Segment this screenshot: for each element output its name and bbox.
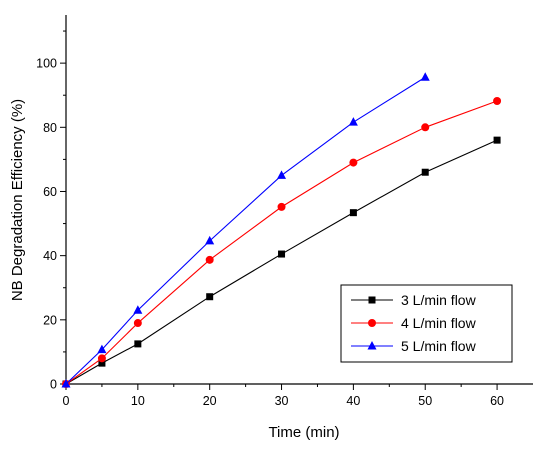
data-point — [97, 354, 106, 363]
data-point — [61, 379, 71, 388]
legend-entry: 4 L/min flow — [351, 315, 477, 331]
axes: 0 10 20 30 40 50 60 0 20 40 60 80 100 — [36, 15, 533, 408]
data-point — [133, 305, 143, 314]
data-point — [349, 209, 357, 217]
legend-entry: 5 L/min flow — [351, 338, 477, 354]
data-point — [98, 359, 106, 367]
series-layer — [61, 72, 502, 388]
data-point — [205, 235, 215, 245]
legend-entry: 3 L/min flow — [351, 292, 477, 308]
data-point — [348, 117, 358, 126]
x-tick-label: 0 — [63, 394, 70, 408]
data-point — [421, 123, 430, 132]
data-point — [205, 255, 214, 264]
data-point — [493, 96, 502, 105]
data-point — [493, 136, 501, 144]
data-point — [133, 319, 142, 328]
legend-label: 5 L/min flow — [401, 338, 477, 354]
x-tick-label: 20 — [203, 394, 217, 408]
x-tick-label: 10 — [131, 394, 145, 408]
data-point — [349, 158, 358, 167]
x-tick-label: 30 — [275, 394, 289, 408]
data-point — [420, 72, 430, 81]
legend-marker — [367, 341, 377, 350]
data-point — [277, 202, 286, 211]
y-tick-label: 100 — [36, 57, 57, 71]
y-axis-title: NB Degradation Efficiency (%) — [9, 99, 26, 301]
y-tick-label: 20 — [43, 313, 57, 327]
legend-label: 3 L/min flow — [401, 292, 477, 308]
series-3 — [61, 72, 430, 388]
legend-marker — [368, 319, 376, 327]
legend: 3 L/min flow 4 L/min flow 5 L/min flow — [340, 284, 513, 363]
y-tick-label: 80 — [43, 121, 57, 135]
y-tick-label: 0 — [50, 378, 57, 392]
data-point — [421, 168, 429, 176]
legend-label: 4 L/min flow — [401, 315, 477, 331]
x-tick-label: 60 — [490, 394, 504, 408]
x-axis-title: Time (min) — [268, 424, 339, 441]
data-point — [134, 340, 142, 348]
legend-marker — [368, 296, 376, 304]
y-tick-label: 60 — [43, 185, 57, 199]
data-point — [277, 170, 287, 179]
y-tick-label: 40 — [43, 249, 57, 263]
series-line — [65, 139, 498, 385]
series-line — [65, 100, 498, 385]
data-point — [278, 250, 286, 258]
data-point — [206, 293, 214, 301]
series-2 — [62, 96, 502, 388]
data-point — [97, 344, 107, 354]
x-tick-label: 40 — [346, 394, 360, 408]
x-tick-label: 50 — [418, 394, 432, 408]
